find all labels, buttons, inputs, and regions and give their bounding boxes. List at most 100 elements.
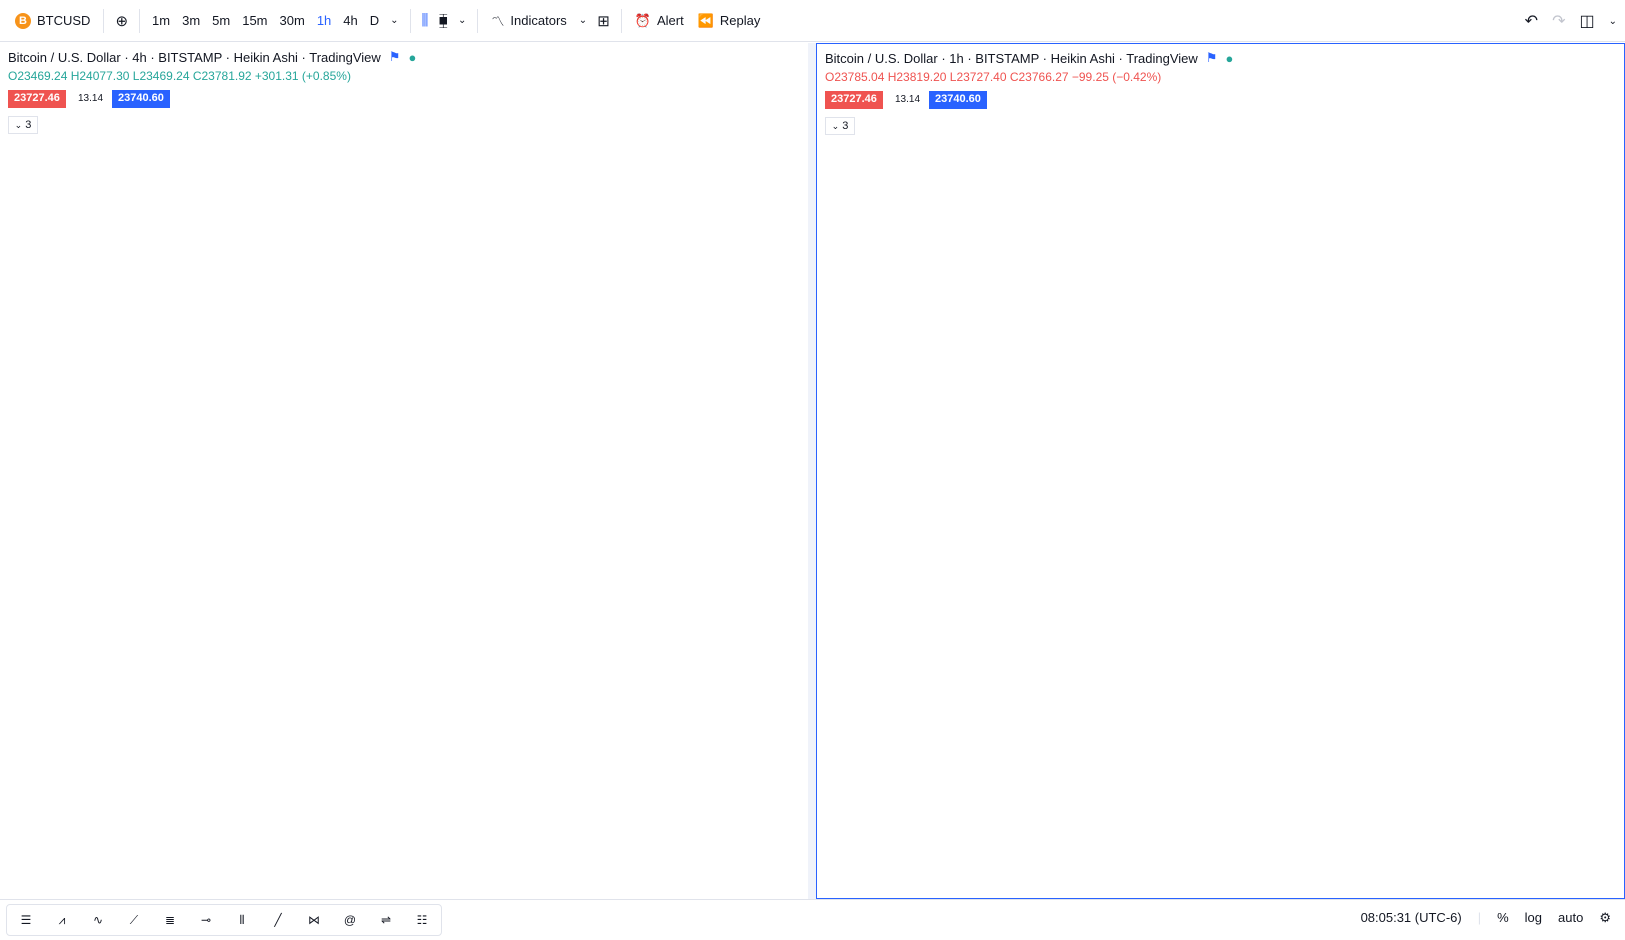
time-tick-label: 11: [1117, 888, 1128, 898]
indicators-label: Indicators: [510, 13, 567, 28]
candle-body: [1300, 313, 1303, 326]
left-chart-pane[interactable]: Bitcoin / U.S. Dollar · 4h · BITSTAMP · …: [0, 43, 808, 899]
percent-toggle[interactable]: %: [1497, 910, 1509, 925]
interval-4h[interactable]: 4h: [343, 13, 358, 28]
candle-body: [1312, 340, 1316, 346]
settings-sliders-icon[interactable]: ☷: [416, 913, 428, 927]
candle-body: [575, 434, 578, 445]
compare-add-icon[interactable]: ⊕: [115, 12, 129, 30]
ma-200-black: [22, 43, 701, 414]
macd-bar: [291, 621, 293, 695]
interval-15m[interactable]: 15m: [242, 13, 268, 28]
down-arrow-icon: ↓: [188, 106, 194, 118]
bar-style-icon[interactable]: ⫼: [421, 12, 429, 29]
price-tick-label: 29000.00: [760, 139, 802, 150]
candle-body: [1109, 424, 1113, 426]
candle-body: [1227, 349, 1230, 362]
bid-price-box: [1570, 200, 1622, 214]
templates-grid-icon[interactable]: ⊞: [597, 12, 610, 30]
auto-toggle[interactable]: auto: [1558, 910, 1584, 925]
right-chart-pane[interactable]: Bitcoin / U.S. Dollar · 1h · BITSTAMP · …: [816, 43, 1625, 899]
alert-button[interactable]: ⏰ Alert: [628, 6, 691, 36]
macd-bar: [1174, 587, 1176, 632]
sell-signal: [1245, 344, 1271, 357]
macd-bar: [1129, 609, 1131, 632]
candle-body: [508, 499, 511, 501]
candle-style-icon[interactable]: ⧯: [438, 12, 449, 29]
right-indicator-toggle[interactable]: ⌄ 3: [825, 117, 855, 135]
left-chart-canvas[interactable]: USD ⌄32000.0030000.0029000.0028000.00270…: [0, 43, 808, 899]
candle-body: [1104, 418, 1108, 422]
macd-bar: [519, 610, 521, 621]
pane-splitter[interactable]: [808, 43, 816, 899]
macd-bar: [21, 621, 23, 646]
candle-body: [1239, 340, 1242, 351]
macd-bar: [1186, 589, 1188, 632]
interval-3m[interactable]: 3m: [182, 13, 201, 28]
macd-bar: [582, 621, 584, 628]
ray-icon[interactable]: ⟋: [129, 912, 139, 927]
price-tick-label: 23200.00: [1576, 211, 1618, 222]
spiral-icon[interactable]: @: [343, 913, 357, 927]
fib-icon[interactable]: ≣: [164, 913, 176, 927]
candle-body: [619, 464, 622, 476]
right-bid-box[interactable]: 23727.46: [825, 91, 883, 109]
price-tick-label: 28000.00: [760, 172, 802, 183]
pattern-icon[interactable]: ⋈: [308, 913, 320, 927]
interval-1h[interactable]: 1h: [316, 13, 332, 28]
macd-bar: [3, 611, 5, 621]
macd-bar: [333, 612, 335, 621]
chevron-down-icon[interactable]: ⌄: [1608, 15, 1617, 27]
layout-icon[interactable]: ◫: [1579, 13, 1595, 30]
macd-bar: [1048, 632, 1050, 661]
macd-bar: [1276, 632, 1278, 650]
macd-bar: [114, 620, 116, 621]
candle-body: [967, 349, 971, 358]
pitchfork-icon[interactable]: ⩘: [58, 912, 66, 927]
log-toggle[interactable]: log: [1524, 910, 1543, 925]
macd-bar: [24, 621, 26, 652]
interval-5m[interactable]: 5m: [212, 13, 231, 28]
horizontal-line-icon[interactable]: ⊸: [200, 913, 212, 927]
bars-pattern-icon[interactable]: ⫴: [239, 912, 245, 927]
left-ask-box[interactable]: 23740.60: [112, 90, 170, 108]
price-tick-label: 24000.00: [760, 266, 802, 277]
chevron-down-icon[interactable]: ⌄: [458, 15, 467, 26]
candle-body: [648, 455, 651, 463]
interval-30m[interactable]: 30m: [279, 13, 305, 28]
candle-body: [1293, 306, 1296, 312]
undo-icon[interactable]: ↶: [1524, 13, 1539, 30]
left-bid-box[interactable]: 23727.46: [8, 90, 66, 108]
candle-body: [1386, 160, 1389, 164]
chevron-down-icon[interactable]: ⌄: [578, 15, 588, 26]
redo-icon[interactable]: ↷: [1552, 13, 1566, 30]
right-chart-canvas[interactable]: USD ⌄ 25200.00 24000.00 23200.00 22800.00 224…: [817, 44, 1624, 898]
sell-signal-label: SELL: [437, 427, 461, 437]
indicators-button[interactable]: 〽 Indicators: [484, 6, 573, 36]
down-arrow-icon: ↓: [831, 423, 837, 435]
candle-body: [390, 418, 394, 422]
right-ask-box[interactable]: 23740.60: [929, 91, 987, 109]
trend-lines-icon[interactable]: ☰: [20, 913, 32, 927]
sell-signal: [1297, 310, 1323, 323]
gear-icon[interactable]: ⚙: [1599, 910, 1611, 925]
chevron-down-icon[interactable]: ⌄: [390, 15, 399, 26]
interval-1m[interactable]: 1m: [152, 13, 171, 28]
long-position-icon[interactable]: ⇌: [380, 913, 392, 927]
line-icon[interactable]: ╱: [274, 913, 282, 927]
clock-readout[interactable]: 08:05:31 (UTC-6): [1360, 910, 1462, 925]
macd-bar: [93, 621, 95, 632]
wave-icon[interactable]: ∿: [92, 913, 104, 927]
symbol-search[interactable]: B BTCUSD: [8, 6, 97, 36]
candle-body: [1131, 444, 1135, 448]
sell-signal: [859, 456, 885, 469]
macd-bar: [609, 606, 611, 621]
interval-d[interactable]: D: [369, 13, 380, 28]
macd-bar: [1063, 632, 1065, 668]
macd-bar: [943, 585, 945, 632]
left-indicator-toggle[interactable]: ⌄ 3: [8, 116, 38, 134]
ma-21-blue: [4, 112, 701, 484]
replay-button[interactable]: ⏪ Replay: [691, 6, 768, 36]
macd-bar: [1273, 632, 1275, 645]
candle-body: [549, 395, 553, 404]
